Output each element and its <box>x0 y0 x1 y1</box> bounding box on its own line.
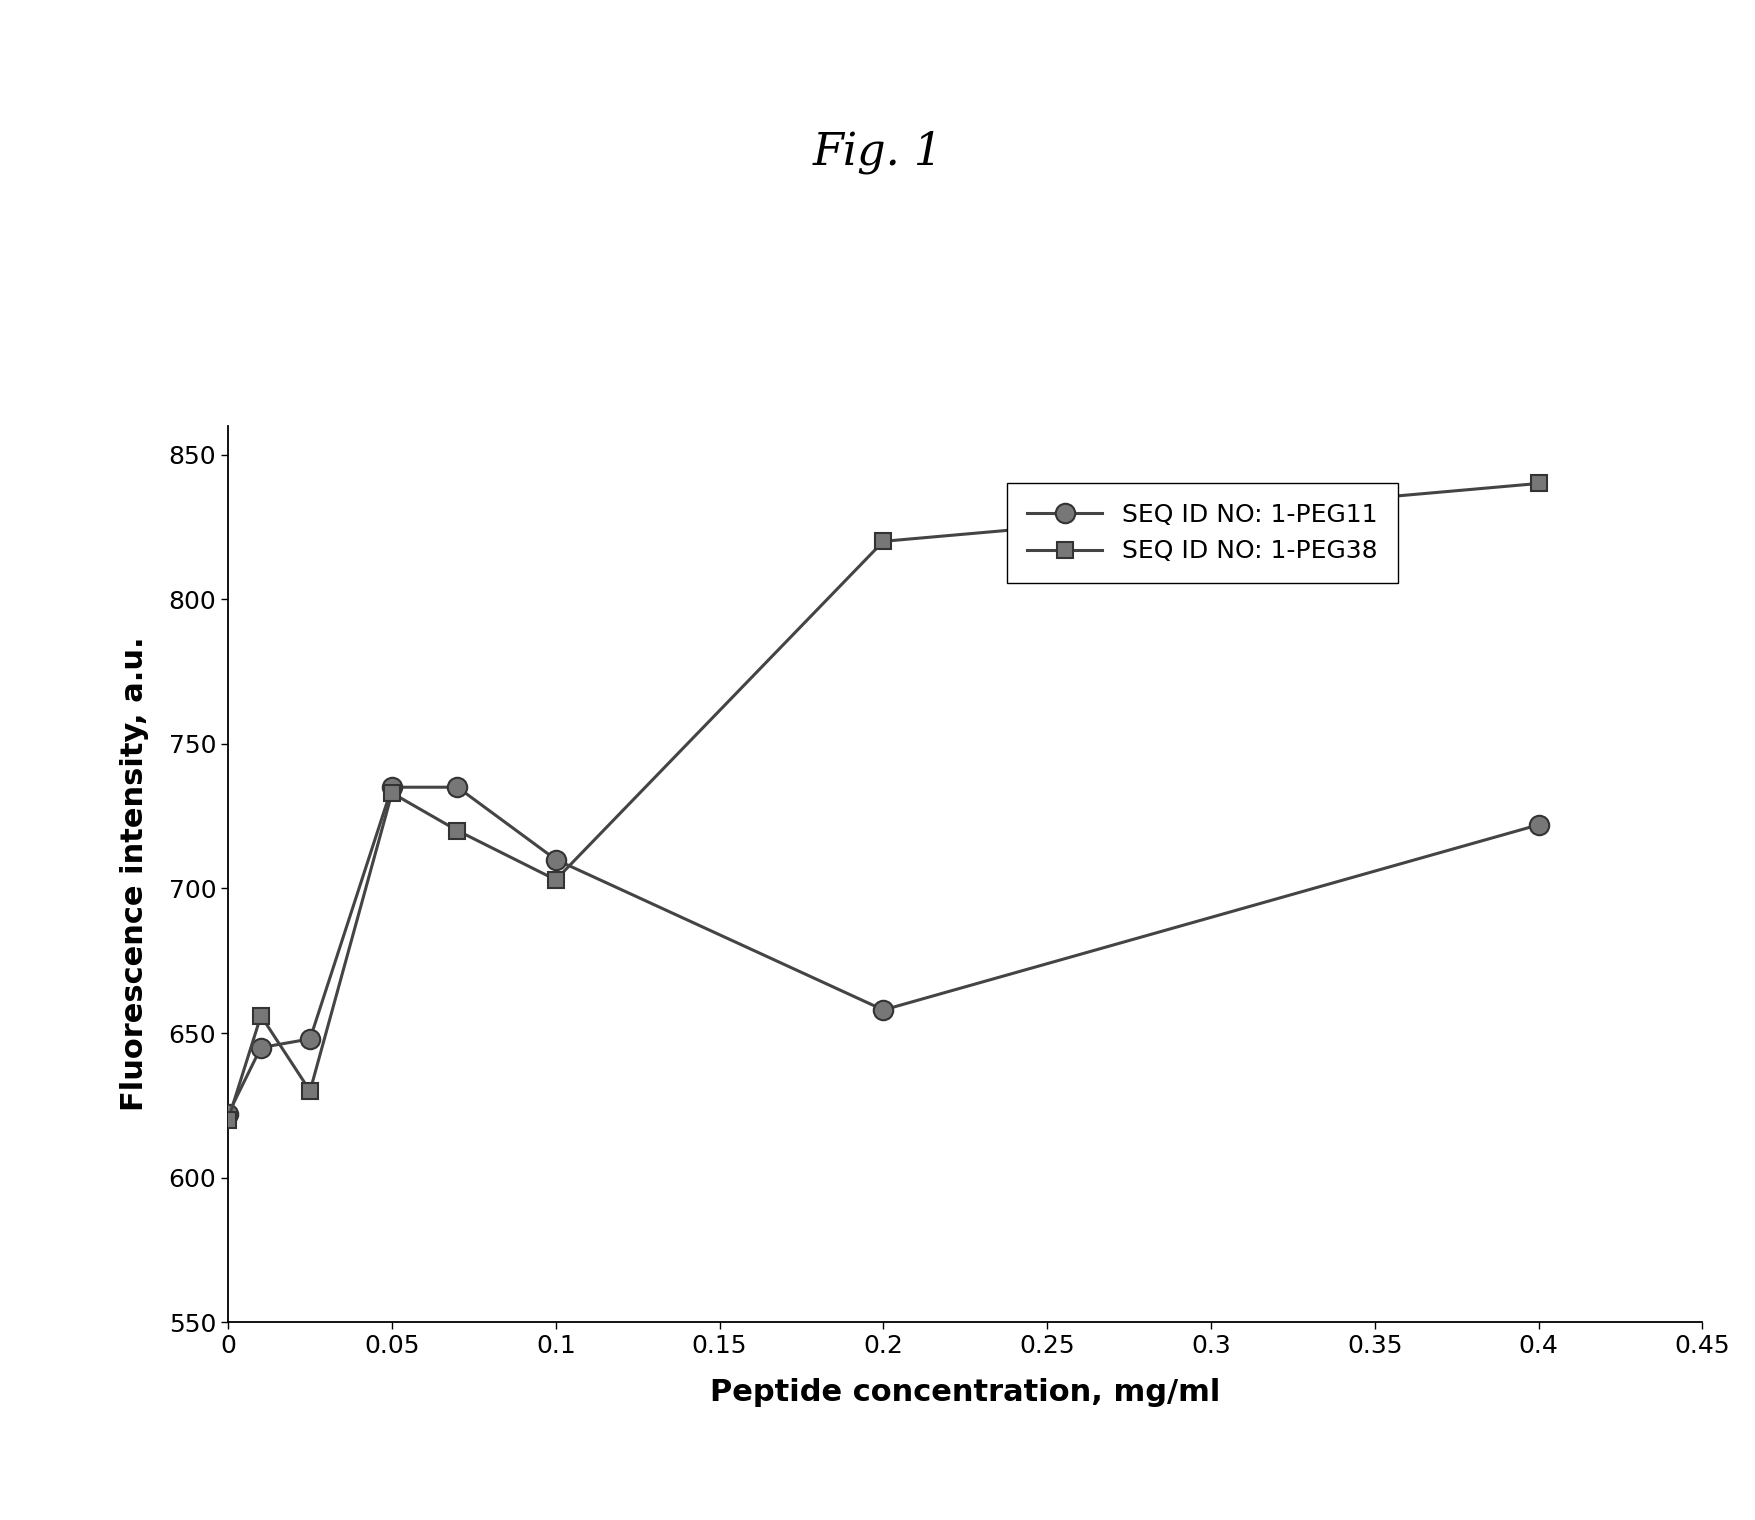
Line: SEQ ID NO: 1-PEG38: SEQ ID NO: 1-PEG38 <box>221 476 1546 1128</box>
SEQ ID NO: 1-PEG38: (0.4, 840): 1-PEG38: (0.4, 840) <box>1529 474 1550 492</box>
SEQ ID NO: 1-PEG38: (0.01, 656): 1-PEG38: (0.01, 656) <box>251 1006 272 1024</box>
SEQ ID NO: 1-PEG38: (0, 620): 1-PEG38: (0, 620) <box>218 1111 239 1129</box>
SEQ ID NO: 1-PEG38: (0.025, 630): 1-PEG38: (0.025, 630) <box>300 1082 321 1100</box>
SEQ ID NO: 1-PEG11: (0.1, 710): 1-PEG11: (0.1, 710) <box>546 850 567 868</box>
Text: Fig. 1: Fig. 1 <box>813 131 942 173</box>
Legend: SEQ ID NO: 1-PEG11, SEQ ID NO: 1-PEG38: SEQ ID NO: 1-PEG11, SEQ ID NO: 1-PEG38 <box>1007 483 1399 584</box>
Y-axis label: Fluorescence intensity, a.u.: Fluorescence intensity, a.u. <box>119 637 149 1111</box>
SEQ ID NO: 1-PEG38: (0.05, 733): 1-PEG38: (0.05, 733) <box>381 784 402 803</box>
SEQ ID NO: 1-PEG11: (0.4, 722): 1-PEG11: (0.4, 722) <box>1529 816 1550 834</box>
SEQ ID NO: 1-PEG38: (0.2, 820): 1-PEG38: (0.2, 820) <box>872 532 893 550</box>
SEQ ID NO: 1-PEG11: (0, 622): 1-PEG11: (0, 622) <box>218 1105 239 1123</box>
SEQ ID NO: 1-PEG38: (0.07, 720): 1-PEG38: (0.07, 720) <box>448 821 469 839</box>
SEQ ID NO: 1-PEG11: (0.025, 648): 1-PEG11: (0.025, 648) <box>300 1029 321 1047</box>
SEQ ID NO: 1-PEG38: (0.1, 703): 1-PEG38: (0.1, 703) <box>546 871 567 889</box>
Line: SEQ ID NO: 1-PEG11: SEQ ID NO: 1-PEG11 <box>218 778 1548 1123</box>
SEQ ID NO: 1-PEG11: (0.2, 658): 1-PEG11: (0.2, 658) <box>872 1000 893 1018</box>
SEQ ID NO: 1-PEG11: (0.05, 735): 1-PEG11: (0.05, 735) <box>381 778 402 796</box>
SEQ ID NO: 1-PEG11: (0.07, 735): 1-PEG11: (0.07, 735) <box>448 778 469 796</box>
SEQ ID NO: 1-PEG11: (0.01, 645): 1-PEG11: (0.01, 645) <box>251 1038 272 1056</box>
X-axis label: Peptide concentration, mg/ml: Peptide concentration, mg/ml <box>711 1377 1220 1406</box>
